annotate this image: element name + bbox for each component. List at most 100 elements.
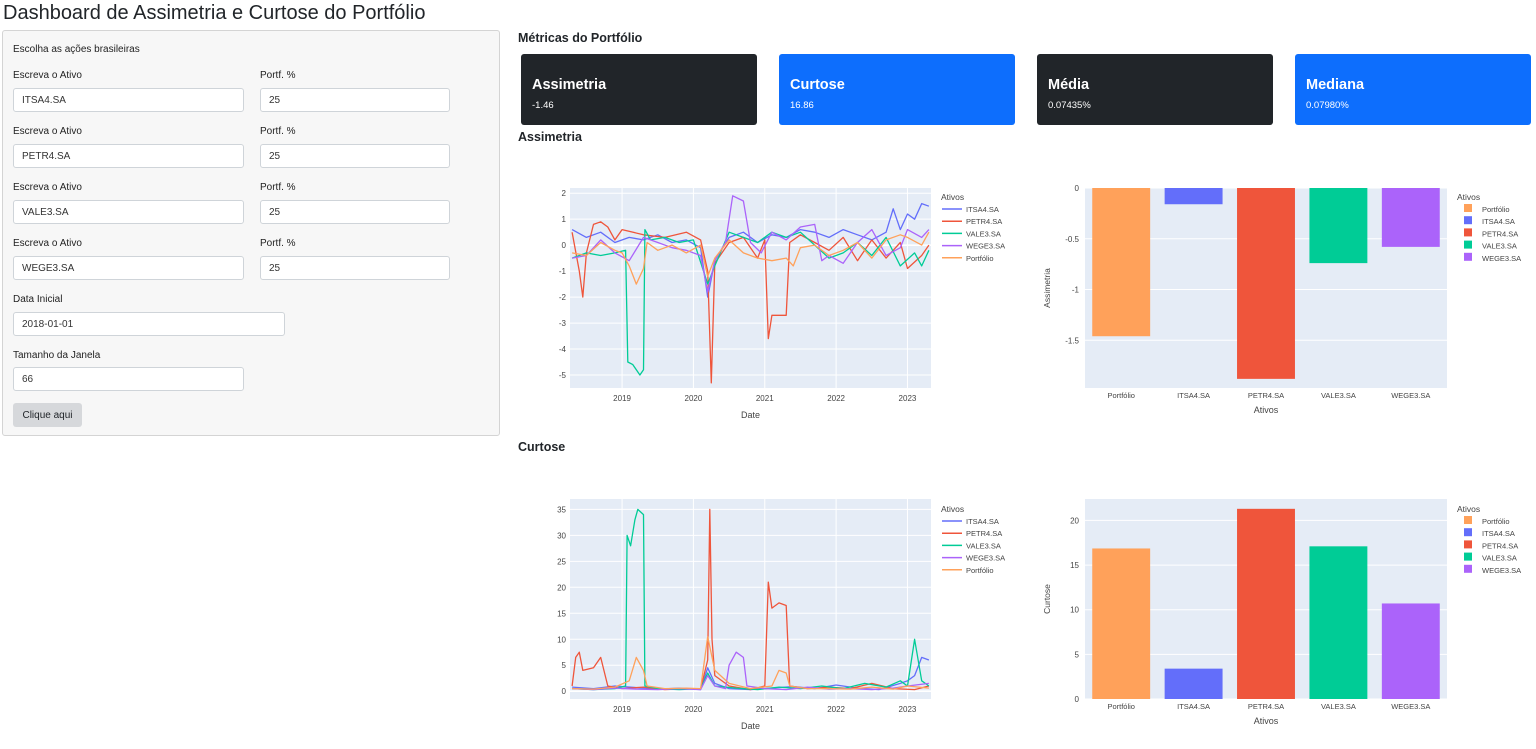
weight-label-4: Portf. %	[260, 238, 296, 249]
plot-background	[570, 188, 931, 388]
bar-wege3-sa	[1381, 603, 1440, 699]
series-line-vale3-sa	[572, 508, 930, 691]
asset-label-4: Escreva o Ativo	[13, 238, 82, 249]
legend-label-petr4-sa: PETR4.SA	[1482, 229, 1518, 238]
bar-petr4-sa	[1237, 188, 1295, 379]
window-size-label: Tamanho da Janela	[13, 350, 101, 361]
weight-input-1[interactable]	[260, 88, 450, 112]
y-tick-label: 30	[557, 531, 566, 540]
mean-card-title: Média	[1048, 77, 1090, 93]
x-tick-label: 2023	[899, 394, 917, 403]
y-tick-label: 0	[562, 687, 567, 696]
y-tick-label: -4	[559, 345, 567, 354]
window-size-input[interactable]	[13, 367, 244, 391]
series-line-wege3-sa	[571, 195, 930, 293]
x-tick-label: ITSA4.SA	[1177, 702, 1210, 711]
median-card: Mediana 0.07980%	[1295, 54, 1531, 125]
legend-label-itsa4-sa: ITSA4.SA	[966, 517, 999, 526]
form-heading: Escolha as ações brasileiras	[13, 44, 140, 55]
legend-title: Ativos	[941, 192, 964, 202]
y-tick-label: 5	[562, 661, 567, 670]
start-date-label: Data Inicial	[13, 294, 63, 305]
legend-title: Ativos	[941, 504, 964, 514]
stock-selection-form: Escolha as ações brasileiras Escreva o A…	[2, 30, 500, 436]
legend-label-petr4-sa: PETR4.SA	[966, 529, 1002, 538]
asset-input-4[interactable]	[13, 256, 244, 280]
legend-label-portf-lio: Portfólio	[966, 566, 994, 575]
y-tick-label: -1.5	[1065, 336, 1079, 345]
y-tick-label: 20	[1070, 516, 1079, 525]
series-line-portf-lio	[572, 636, 929, 690]
asset-input-2[interactable]	[13, 144, 244, 168]
y-tick-label: 2	[562, 189, 567, 198]
x-tick-label: 2022	[827, 705, 845, 714]
asset-input-1[interactable]	[13, 88, 244, 112]
x-tick-label: ITSA4.SA	[1177, 391, 1210, 400]
legend-swatch-petr4-sa	[1464, 540, 1472, 549]
bar-portf-lio	[1092, 548, 1151, 699]
skewness-bar-chart: 0 -0.5 -1 -1.5 Portfólio ITSA4.SA PETR4.SA VALE…	[1042, 184, 1521, 415]
mean-card: Média 0.07435%	[1037, 54, 1273, 125]
x-tick-label: PETR4.SA	[1248, 702, 1284, 711]
mean-card-value: 0.07435%	[1048, 100, 1091, 111]
legend-label-wege3-sa: WEGE3.SA	[966, 242, 1005, 251]
x-tick-label: 2020	[685, 394, 703, 403]
bar-itsa4-sa	[1164, 668, 1223, 699]
bar-portf-lio	[1092, 188, 1151, 337]
start-date-input[interactable]	[13, 312, 285, 336]
skewness-rolling-line-chart: 2 1 0 -1 -2 -3 -4 -5 2019 2020 2021 2022 2023 Date Ati…	[559, 188, 1005, 420]
x-tick-label: VALE3.SA	[1321, 702, 1356, 711]
legend-swatch-portf-lio	[1464, 516, 1472, 524]
legend-swatch-portf-lio	[1464, 204, 1472, 212]
submit-button[interactable]: Clique aqui	[13, 403, 82, 427]
asset-label-2: Escreva o Ativo	[13, 126, 82, 137]
legend-label-itsa4-sa: ITSA4.SA	[966, 205, 999, 214]
legend-label-petr4-sa: PETR4.SA	[1482, 541, 1518, 550]
bar-wege3-sa	[1381, 188, 1440, 247]
x-axis-title: Ativos	[1254, 716, 1279, 726]
y-tick-label: 15	[557, 609, 566, 618]
skewness-section-title: Assimetria	[518, 130, 582, 144]
y-tick-label: -5	[559, 371, 567, 380]
series-line-portf-lio	[571, 231, 930, 285]
x-tick-label: Portfólio	[1107, 391, 1135, 400]
y-tick-label: 5	[1075, 650, 1080, 659]
weight-input-2[interactable]	[260, 144, 450, 168]
legend-swatch-itsa4-sa	[1464, 528, 1472, 537]
x-tick-label: 2022	[827, 394, 845, 403]
y-tick-label: 0	[1075, 695, 1080, 704]
x-tick-label: 2021	[756, 705, 774, 714]
legend-label-vale3-sa: VALE3.SA	[966, 541, 1001, 550]
x-tick-label: WEGE3.SA	[1391, 702, 1430, 711]
y-tick-label: 10	[1070, 606, 1079, 615]
median-card-value: 0.07980%	[1306, 100, 1349, 111]
plot-background	[570, 499, 931, 699]
y-tick-label: -0.5	[1065, 235, 1079, 244]
y-tick-label: 20	[557, 583, 566, 592]
y-tick-label: -2	[559, 293, 567, 302]
asset-input-3[interactable]	[13, 200, 244, 224]
legend-label-vale3-sa: VALE3.SA	[1482, 242, 1517, 251]
y-axis-title: Assimetria	[1042, 268, 1052, 308]
y-tick-label: 0	[1075, 184, 1080, 193]
skewness-card-value: -1.46	[532, 100, 554, 111]
x-tick-label: 2021	[756, 394, 774, 403]
legend-swatch-vale3-sa	[1464, 552, 1472, 561]
weight-label-3: Portf. %	[260, 182, 296, 193]
legend-swatch-itsa4-sa	[1464, 216, 1472, 225]
legend-label-wege3-sa: WEGE3.SA	[1482, 254, 1521, 263]
legend-label-wege3-sa: WEGE3.SA	[1482, 566, 1521, 575]
y-tick-label: 0	[562, 241, 567, 250]
series-line-itsa4-sa	[571, 202, 930, 298]
y-tick-label: -1	[1072, 286, 1080, 295]
median-card-title: Mediana	[1306, 77, 1365, 93]
kurtosis-section-title: Curtose	[518, 440, 566, 454]
legend-label-portf-lio: Portfólio	[1482, 517, 1510, 526]
weight-input-4[interactable]	[260, 256, 450, 280]
legend-label-portf-lio: Portfólio	[966, 254, 994, 263]
skewness-card: Assimetria -1.46	[521, 54, 757, 125]
page-title: Dashboard de Assimetria e Curtose do Por…	[3, 2, 426, 24]
weight-input-3[interactable]	[260, 200, 450, 224]
x-tick-label: WEGE3.SA	[1391, 391, 1430, 400]
y-tick-label: 25	[557, 557, 566, 566]
